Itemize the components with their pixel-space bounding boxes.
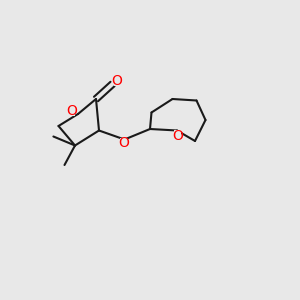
Text: O: O — [172, 129, 183, 142]
Bar — [68, 106, 75, 116]
Bar — [120, 138, 127, 148]
Bar — [174, 130, 181, 141]
Text: O: O — [112, 74, 122, 88]
Text: O: O — [118, 136, 129, 150]
Bar — [114, 76, 120, 86]
Text: O: O — [66, 104, 77, 118]
